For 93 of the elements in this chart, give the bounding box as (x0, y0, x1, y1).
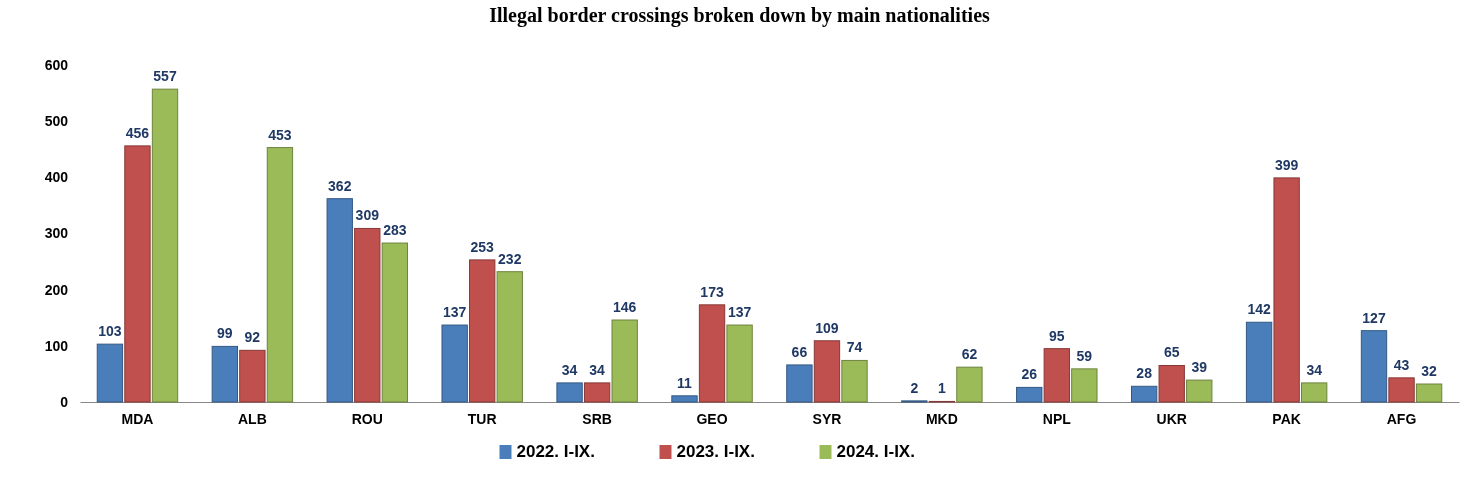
bar (1130, 385, 1158, 403)
data-label: 32 (1421, 363, 1438, 380)
data-label: 2 (910, 379, 919, 396)
data-label: 109 (815, 319, 839, 336)
bar (441, 324, 468, 403)
bar (1245, 321, 1273, 403)
bar (1360, 330, 1388, 403)
bar (1186, 379, 1213, 403)
bar (583, 382, 611, 403)
data-label: 11 (677, 374, 693, 391)
x-tick-label: GEO (696, 410, 728, 427)
bar (496, 271, 523, 403)
data-label: 283 (383, 222, 407, 239)
data-label: 146 (612, 299, 637, 315)
bar (1016, 386, 1043, 403)
legend-label: 2023. I-IX. (676, 442, 755, 461)
y-tick-label: 0 (60, 393, 69, 410)
x-tick-label: AFG (1386, 410, 1417, 427)
x-tick-label: TUR (467, 410, 497, 427)
x-tick-label: SYR (812, 410, 842, 427)
bar (1071, 368, 1098, 403)
data-label: 173 (700, 283, 724, 300)
data-label: 62 (961, 346, 978, 363)
bar (698, 304, 726, 403)
data-label: 34 (561, 361, 578, 378)
chart-title: Illegal border crossings broken down by main nationalities (489, 4, 991, 27)
data-label: 39 (1191, 359, 1208, 376)
data-label: 362 (328, 177, 352, 194)
data-label: 74 (846, 339, 863, 356)
data-label: 253 (470, 238, 495, 255)
data-label: 1 (937, 380, 946, 397)
data-label: 92 (244, 329, 261, 346)
bar (124, 145, 151, 403)
bar (96, 343, 124, 403)
bar (671, 395, 698, 403)
x-tick-label: ROU (351, 410, 383, 427)
bar (266, 147, 294, 403)
x-tick-label: MDA (121, 410, 154, 427)
data-label: 137 (442, 304, 467, 321)
data-label: 34 (589, 361, 606, 378)
y-tick-label: 300 (44, 225, 69, 242)
data-label: 453 (268, 126, 292, 143)
y-tick-label: 600 (44, 56, 69, 73)
data-label: 137 (727, 304, 752, 321)
data-label: 99 (217, 325, 233, 342)
y-tick-label: 100 (44, 337, 69, 354)
data-label: 456 (125, 124, 150, 141)
bar (813, 340, 841, 403)
data-label: 103 (98, 323, 122, 340)
legend-label: 2022. I-IX. (516, 442, 595, 461)
bar (1273, 177, 1300, 403)
bar (1158, 364, 1185, 403)
data-label: 26 (1021, 366, 1038, 383)
data-label: 399 (1274, 156, 1299, 173)
bar (1043, 348, 1070, 403)
bar (469, 259, 496, 403)
bar (841, 359, 868, 403)
data-label: 43 (1393, 356, 1410, 373)
x-tick-label: UKR (1156, 410, 1187, 427)
bar (381, 242, 409, 403)
legend-label: 2024. I-IX. (836, 442, 915, 461)
data-label: 34 (1306, 361, 1323, 378)
x-tick-label: MKD (925, 410, 958, 427)
data-label: 557 (153, 68, 177, 85)
data-label: 232 (498, 250, 522, 267)
data-label: 142 (1247, 301, 1271, 318)
data-label: 65 (1163, 344, 1180, 361)
bar (956, 366, 983, 403)
y-tick-label: 500 (44, 113, 69, 130)
y-tick-label: 400 (44, 169, 69, 186)
bar (556, 382, 583, 403)
data-label: 127 (1362, 309, 1386, 326)
x-tick-label: PAK (1272, 410, 1301, 427)
bar (239, 349, 266, 403)
bar (326, 198, 353, 403)
x-tick-label: ALB (237, 410, 267, 427)
data-label: 309 (355, 207, 380, 224)
x-tick-label: NPL (1042, 410, 1072, 427)
data-label: 95 (1049, 327, 1065, 344)
bar (1301, 382, 1328, 403)
bar (151, 88, 179, 403)
bar (211, 345, 238, 403)
bar (1388, 377, 1415, 403)
bar (1415, 383, 1443, 403)
bar (354, 227, 381, 403)
bar (726, 324, 753, 403)
data-label: 59 (1076, 347, 1093, 364)
data-label: 66 (791, 343, 808, 360)
bar (611, 319, 638, 403)
data-label: 28 (1136, 365, 1153, 382)
bar (786, 364, 813, 403)
y-tick-label: 200 (44, 281, 69, 298)
x-tick-label: SRB (582, 410, 612, 427)
